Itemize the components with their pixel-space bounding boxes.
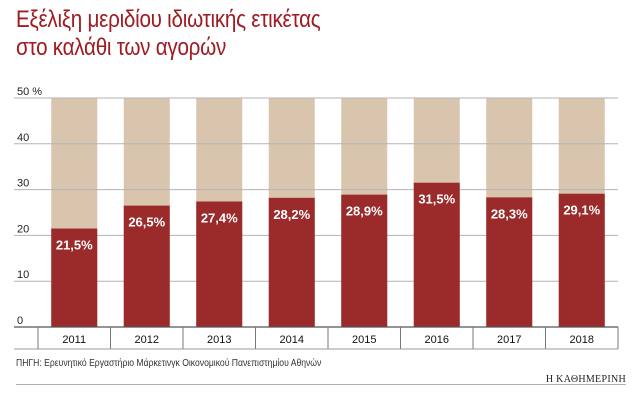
x-tick-label: 2012 <box>135 334 159 346</box>
y-tick-label: 50 % <box>17 86 42 98</box>
bar <box>341 194 388 327</box>
data-label: 29,1% <box>563 203 600 218</box>
data-label: 27,4% <box>201 211 238 226</box>
chart-title: Εξέλιξη μεριδίου ιδιωτικής ετικέτας στο … <box>16 6 321 62</box>
brand-logo: Η ΚΑΘΗΜΕΡΙΝΗ <box>545 374 626 385</box>
y-tick-label: 0 <box>17 315 23 327</box>
title-line-1: Εξέλιξη μεριδίου ιδιωτικής ετικέτας <box>16 6 321 33</box>
data-label: 26,5% <box>128 215 165 230</box>
bar <box>486 197 533 327</box>
data-label: 31,5% <box>418 192 455 207</box>
bar <box>268 197 315 327</box>
data-label: 28,9% <box>346 204 383 219</box>
data-label: 28,3% <box>491 206 528 221</box>
y-tick-label: 30 <box>17 178 29 190</box>
title-line-2: στο καλάθι των αγορών <box>16 34 227 61</box>
bar <box>51 228 98 327</box>
y-tick-label: 40 <box>17 132 29 144</box>
y-tick-label: 10 <box>17 269 29 281</box>
x-tick-label: 2013 <box>207 334 231 346</box>
x-tick-label: 2015 <box>352 334 376 346</box>
footer-divider <box>16 384 626 385</box>
x-tick-label: 2018 <box>570 334 594 346</box>
data-label: 28,2% <box>273 207 310 222</box>
x-tick-label: 2011 <box>62 334 86 346</box>
data-label: 21,5% <box>56 238 93 253</box>
y-tick-label: 20 <box>17 223 29 235</box>
bar <box>558 193 605 327</box>
source-note: ΠΗΓΗ: Ερευνητικό Εργαστήριο Μάρκετινγκ Ο… <box>16 358 322 369</box>
bar <box>413 182 460 327</box>
bar <box>196 201 243 327</box>
bar <box>123 205 170 327</box>
x-tick-label: 2016 <box>425 334 449 346</box>
x-tick-label: 2014 <box>280 334 304 346</box>
x-tick-label: 2017 <box>497 334 521 346</box>
